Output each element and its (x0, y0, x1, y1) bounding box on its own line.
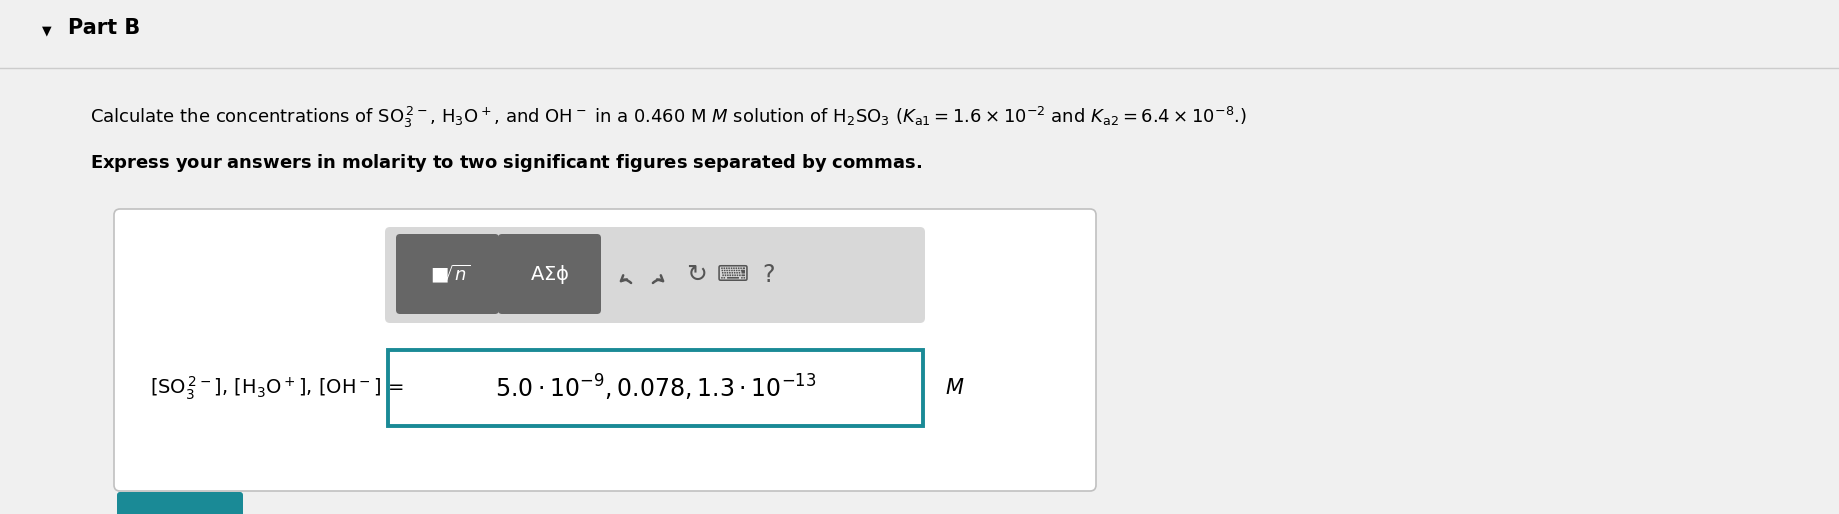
Text: Part B: Part B (68, 18, 140, 38)
Text: $\bf{Express\ your\ answers\ in\ molarity\ to\ two\ significant\ figures\ separa: $\bf{Express\ your\ answers\ in\ molarit… (90, 152, 921, 174)
Text: ▼: ▼ (42, 24, 51, 37)
FancyBboxPatch shape (118, 492, 243, 514)
Text: $[\mathrm{SO_3^{\,2-}}]$, $[\mathrm{H_3O^+}]$, $[\mathrm{OH^-}]$ =: $[\mathrm{SO_3^{\,2-}}]$, $[\mathrm{H_3O… (151, 374, 403, 402)
Text: $5.0 \cdot 10^{-9},0.078,1.3 \cdot 10^{-13}$: $5.0 \cdot 10^{-9},0.078,1.3 \cdot 10^{-… (495, 373, 817, 403)
Text: $\mathit{M}$: $\mathit{M}$ (945, 378, 964, 398)
Text: $\mathrm{A\Sigma\phi}$: $\mathrm{A\Sigma\phi}$ (530, 263, 568, 285)
Text: ?: ? (763, 263, 774, 287)
Text: $\sqrt{n}$: $\sqrt{n}$ (441, 264, 471, 284)
FancyBboxPatch shape (388, 350, 923, 426)
FancyBboxPatch shape (498, 234, 601, 314)
FancyBboxPatch shape (395, 234, 498, 314)
Text: Calculate the concentrations of $\mathrm{SO_3^{\,2-}}$, $\mathrm{H_3O^+}$, and $: Calculate the concentrations of $\mathrm… (90, 105, 1247, 130)
FancyBboxPatch shape (114, 209, 1096, 491)
Text: ↻: ↻ (686, 263, 708, 287)
Text: ⌨: ⌨ (717, 265, 748, 285)
FancyBboxPatch shape (384, 227, 925, 323)
Text: ■: ■ (430, 265, 449, 284)
